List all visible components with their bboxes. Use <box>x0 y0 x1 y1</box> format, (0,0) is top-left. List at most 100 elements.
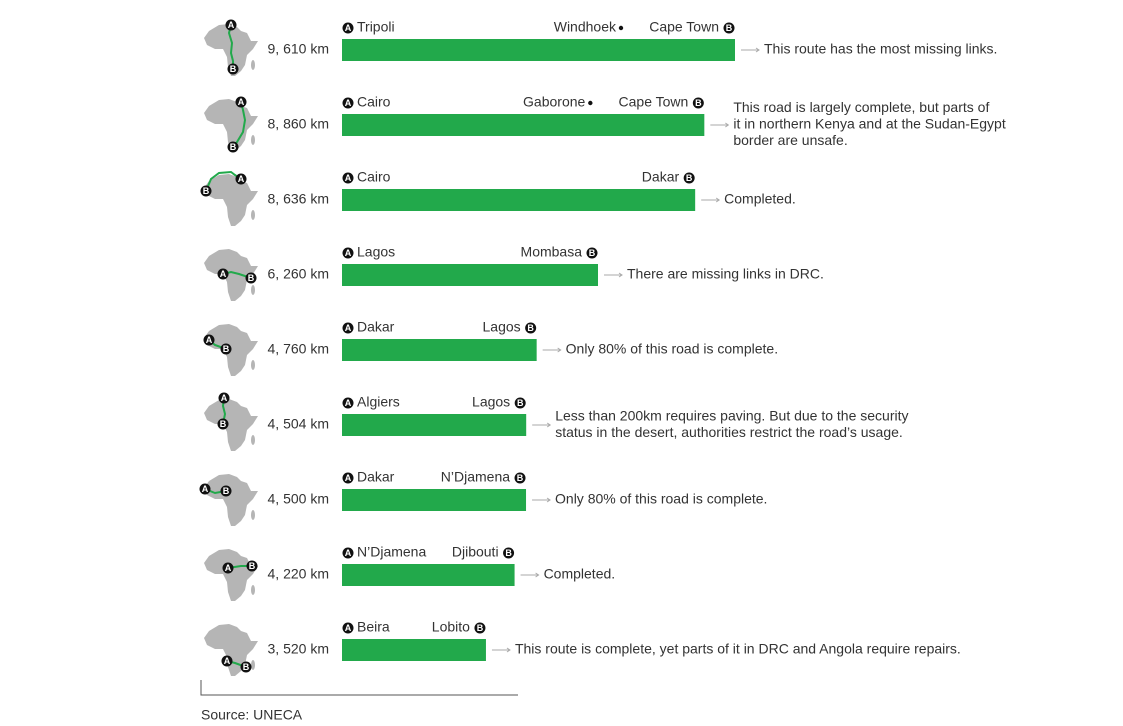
africa-shape <box>204 174 258 226</box>
route-marker-label: A <box>238 174 245 184</box>
note: This route has the most missing links. <box>764 41 997 57</box>
route-marker-label: B <box>248 273 255 283</box>
note: Completed. <box>724 191 796 207</box>
note: Less than 200km requires paving. But due… <box>555 407 908 423</box>
route-marker <box>342 22 354 34</box>
start-city: Dakar <box>357 319 395 335</box>
route-marker <box>503 547 515 559</box>
route-marker-label: A <box>345 173 352 183</box>
map-icon: AB <box>204 392 258 451</box>
start-city: Cairo <box>357 94 391 110</box>
route-marker <box>342 322 354 334</box>
start-city: Cairo <box>357 169 391 185</box>
end-city: Cape Town <box>649 19 719 35</box>
route-marker <box>514 472 526 484</box>
end-city: Lagos <box>483 319 521 335</box>
note-arrow <box>535 572 540 578</box>
route-marker-label: B <box>517 473 524 483</box>
route-marker-label: B <box>589 248 596 258</box>
route-marker <box>217 418 229 430</box>
note: Only 80% of this road is complete. <box>566 341 778 357</box>
note: This route is complete, yet parts of it … <box>515 641 961 657</box>
bar <box>342 489 527 511</box>
route-marker <box>225 19 237 31</box>
stop-dot <box>588 100 593 106</box>
route-marker <box>692 97 704 109</box>
route-marker <box>342 547 354 559</box>
route-marker <box>245 272 257 284</box>
route-marker-label: B <box>220 419 227 429</box>
route-marker <box>342 247 354 259</box>
distance-label: 4, 760 km <box>268 341 329 357</box>
route-marker-label: A <box>345 248 352 258</box>
bar <box>342 189 696 211</box>
end-city: N’Djamena <box>441 469 510 485</box>
route-marker-label: B <box>726 23 733 33</box>
route-marker <box>342 397 354 409</box>
route-marker <box>220 343 232 355</box>
route-marker <box>342 622 354 634</box>
stop-city: Gaborone <box>523 94 585 110</box>
route-marker <box>227 63 239 75</box>
route-marker-label: A <box>345 98 352 108</box>
stop-dot <box>618 25 624 31</box>
map-icon: AB <box>200 170 258 226</box>
route-marker <box>220 485 232 497</box>
route-marker-label: B <box>249 561 256 571</box>
note-arrow <box>618 272 623 278</box>
route-marker <box>525 322 537 334</box>
axis-line <box>200 680 518 696</box>
note: Only 80% of this road is complete. <box>555 491 767 507</box>
bar <box>342 414 527 436</box>
route-marker-label: A <box>345 473 352 483</box>
note-arrow <box>715 197 721 203</box>
note: status in the desert, authorities restri… <box>555 424 903 440</box>
route-marker-label: B <box>505 548 512 558</box>
route-marker-label: B <box>223 344 230 354</box>
note: border are unsafe. <box>733 132 847 148</box>
route-marker <box>342 97 354 109</box>
end-city: Cape Town <box>619 94 689 110</box>
stop-city: Windhoek <box>554 19 617 35</box>
bar <box>342 639 486 661</box>
start-city: Tripoli <box>357 19 395 35</box>
route-marker <box>474 622 486 634</box>
route-marker <box>218 392 230 404</box>
bar <box>342 564 515 586</box>
note-arrow <box>557 347 562 353</box>
route-marker-label: B <box>517 398 524 408</box>
route-marker <box>246 560 258 572</box>
route-marker <box>723 22 735 34</box>
start-city: Dakar <box>357 469 395 485</box>
map-icon: AB <box>204 96 258 153</box>
route-marker <box>235 96 247 108</box>
route-marker <box>222 562 234 574</box>
route-marker-label: B <box>477 623 484 633</box>
bar <box>342 114 705 136</box>
route-line <box>227 24 234 69</box>
route-marker-label: A <box>345 23 352 33</box>
distance-label: 6, 260 km <box>268 266 329 282</box>
route-line <box>205 170 242 192</box>
route-marker-label: B <box>230 64 237 74</box>
distance-label: 4, 504 km <box>268 416 329 432</box>
route-marker <box>221 655 233 667</box>
distance-label: 8, 860 km <box>268 116 329 132</box>
africa-shape <box>204 474 258 526</box>
route-marker-label: A <box>345 548 352 558</box>
start-city: Beira <box>357 619 390 635</box>
note-arrow <box>546 497 551 503</box>
note: There are missing links in DRC. <box>627 266 824 282</box>
end-city: Djibouti <box>452 544 499 560</box>
route-marker-label: A <box>225 563 232 573</box>
route-marker <box>683 172 695 184</box>
route-marker-label: B <box>686 173 693 183</box>
end-city: Lobito <box>432 619 470 635</box>
route-marker <box>240 661 252 673</box>
route-marker-label: A <box>345 623 352 633</box>
map-icon: AB <box>203 324 258 376</box>
